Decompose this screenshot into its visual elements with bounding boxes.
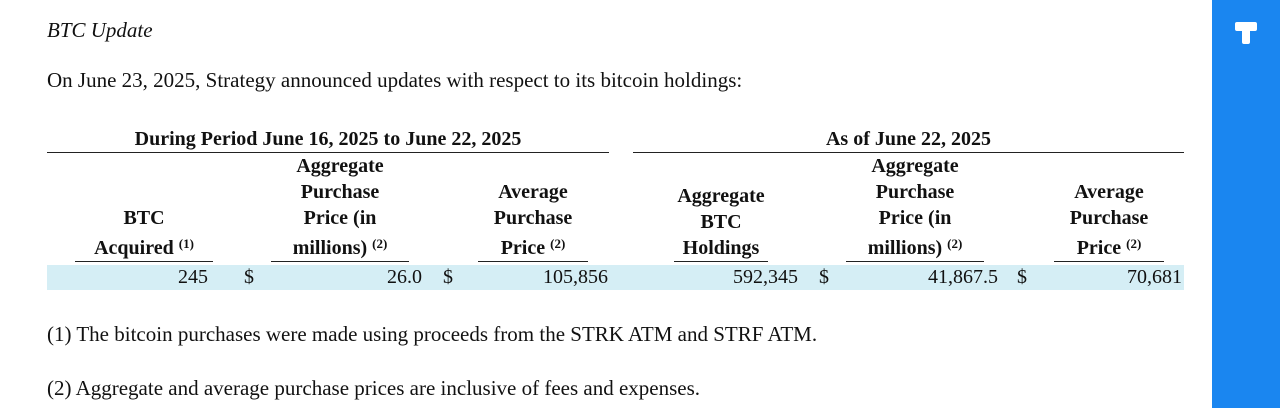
footnote-ref: (2) — [550, 236, 566, 251]
footnote-ref: (1) — [178, 236, 194, 251]
col-header-line: Holdings — [682, 237, 760, 259]
col-underline — [846, 261, 984, 262]
col-underline — [271, 261, 409, 262]
col-header-line: Aggregate — [296, 155, 384, 177]
col-header-line: millions) — [867, 237, 943, 259]
col-header-line: Average — [498, 181, 568, 203]
col-header-btc-acquired: BTC Acquired (1) — [70, 205, 218, 262]
col-header-line: millions) — [292, 237, 368, 259]
side-panel — [1212, 0, 1280, 408]
col-header-line: Price (in — [878, 207, 952, 229]
currency-symbol: $ — [819, 266, 829, 288]
col-header-line: Aggregate — [871, 155, 959, 177]
col-underline — [674, 261, 768, 262]
btc-holdings-value: 592,345 — [733, 266, 798, 288]
col-header-line: Price (in — [303, 207, 377, 229]
col-header-agg-purchase-price: Aggregate Purchase Price (in millions) (… — [266, 153, 414, 262]
col-header-line: Aggregate — [677, 185, 765, 207]
col-header-line: BTC — [700, 211, 742, 233]
col-header-line: Price — [1076, 237, 1122, 259]
currency-symbol: $ — [244, 266, 254, 288]
col-header-avg-purchase-price-2: Average Purchase Price (2) — [1034, 179, 1184, 262]
footnote-2: (2) Aggregate and average purchase price… — [47, 376, 701, 400]
col-header-line: Average — [1074, 181, 1144, 203]
footnote-ref: (2) — [1126, 236, 1142, 251]
currency-symbol: $ — [1017, 266, 1027, 288]
col-header-line: Price — [500, 237, 546, 259]
intro-paragraph: On June 23, 2025, Strategy announced upd… — [47, 68, 743, 92]
logo-icon[interactable] — [1234, 20, 1258, 46]
col-underline — [1054, 261, 1164, 262]
as-of-group-header: As of June 22, 2025 — [633, 126, 1184, 153]
col-header-agg-btc-holdings: Aggregate BTC Holdings — [645, 183, 797, 262]
btc-acquired-value: 245 — [178, 266, 208, 288]
col-underline — [478, 261, 588, 262]
col-underline — [75, 261, 213, 262]
col-header-avg-purchase-price: Average Purchase Price (2) — [458, 179, 608, 262]
avg-purchase-price-value: 105,856 — [543, 266, 608, 288]
col-header-line: Purchase — [875, 181, 955, 203]
col-header-line: BTC — [123, 207, 165, 229]
section-heading: BTC Update — [47, 18, 153, 42]
col-header-line: Purchase — [493, 207, 573, 229]
agg-purchase-price-value: 26.0 — [387, 266, 422, 288]
period-group-header: During Period June 16, 2025 to June 22, … — [47, 126, 609, 153]
col-header-line: Purchase — [300, 181, 380, 203]
col-header-agg-purchase-price-2: Aggregate Purchase Price (in millions) (… — [840, 153, 990, 262]
table-row — [47, 265, 1184, 290]
avg-purchase-price-2-value: 70,681 — [1127, 266, 1182, 288]
document-page: BTC Update On June 23, 2025, Strategy an… — [47, 18, 1184, 400]
col-header-line: Purchase — [1069, 207, 1149, 229]
footnote-1: (1) The bitcoin purchases were made usin… — [47, 322, 818, 346]
col-header-line: Acquired — [94, 237, 174, 259]
currency-symbol: $ — [443, 266, 453, 288]
agg-purchase-price-2-value: 41,867.5 — [928, 266, 998, 288]
footnote-ref: (2) — [372, 236, 388, 251]
footnote-ref: (2) — [947, 236, 963, 251]
